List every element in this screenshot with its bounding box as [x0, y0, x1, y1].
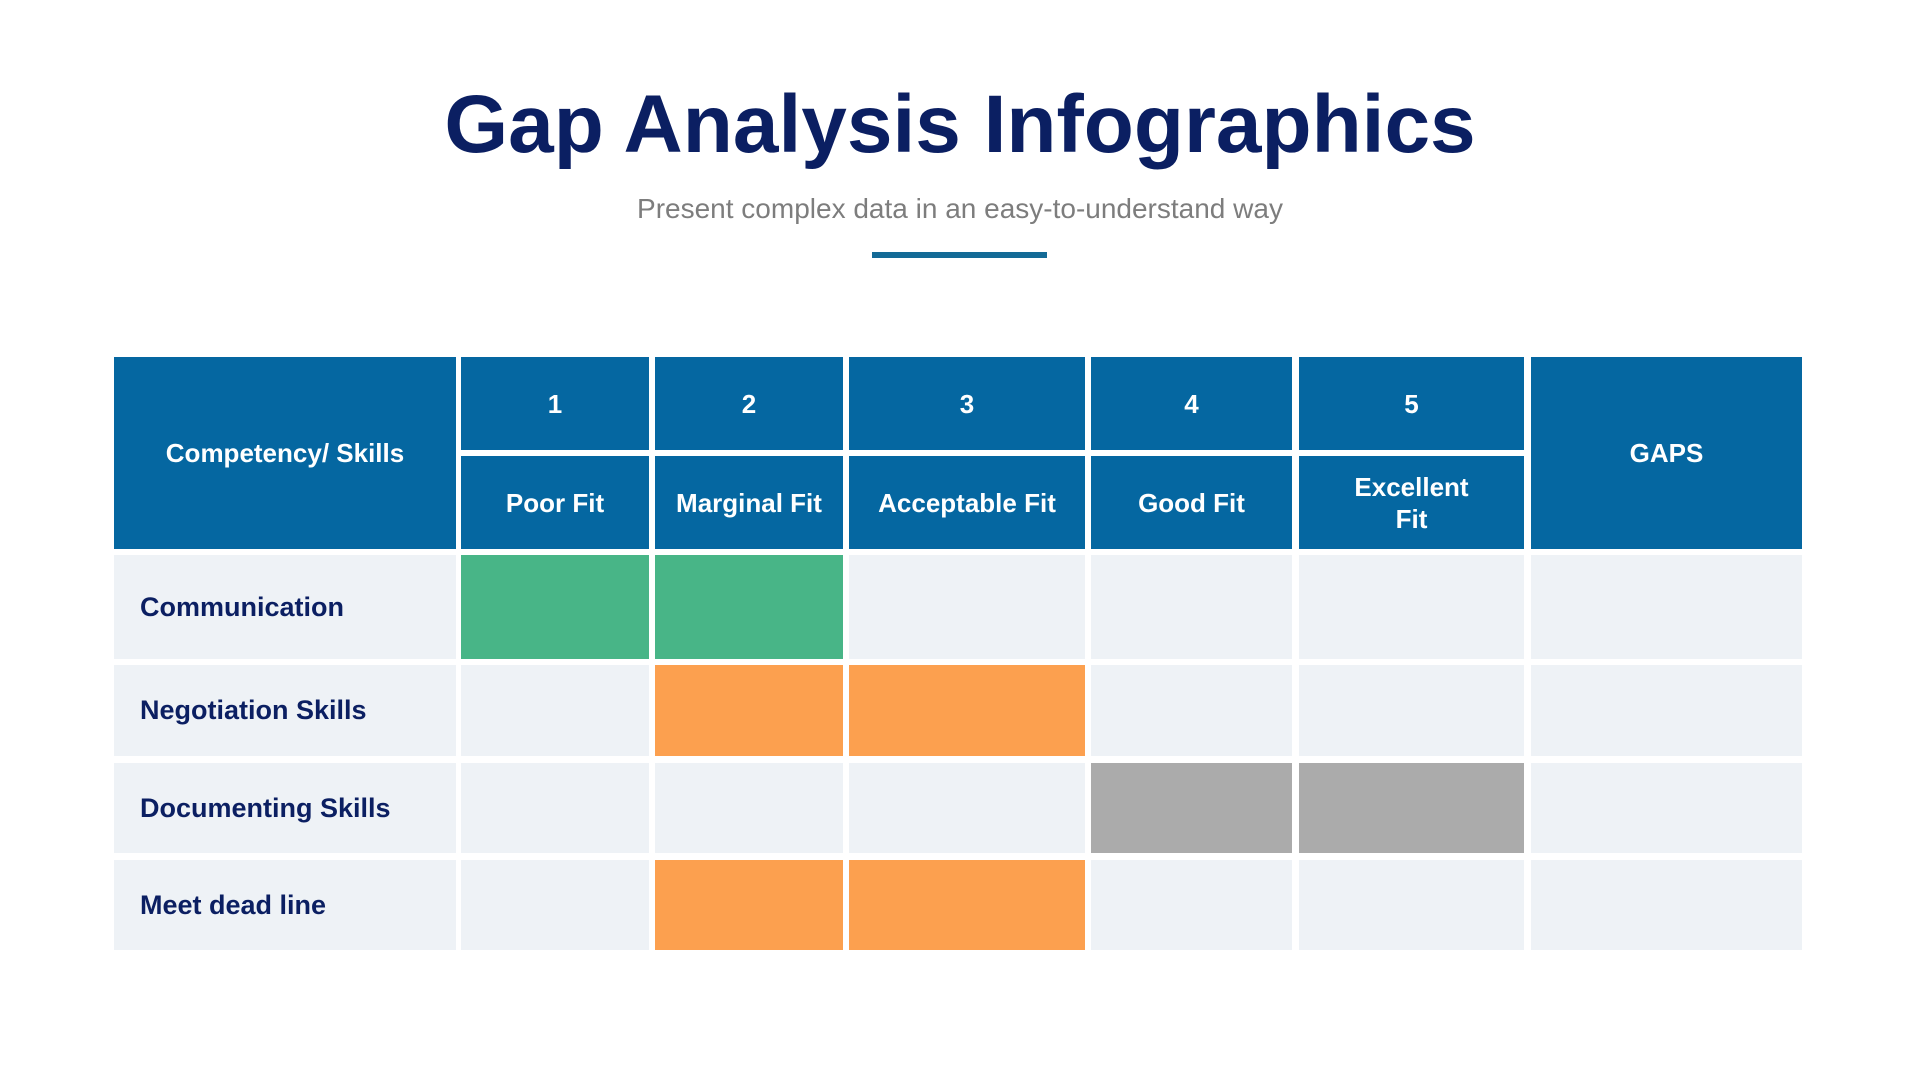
rating-cell-empty — [1091, 860, 1292, 950]
header-competency-skills: Competency/ Skills — [114, 357, 456, 549]
header-level-number: 1 — [461, 357, 649, 450]
gaps-cell — [1531, 555, 1802, 659]
rating-cell-empty — [849, 555, 1085, 659]
rating-cell-filled — [655, 860, 843, 950]
rating-cell-filled — [849, 665, 1085, 756]
header-gaps: GAPS — [1531, 357, 1802, 549]
rating-cell-filled — [655, 665, 843, 756]
rating-cell-empty — [1299, 665, 1524, 756]
rating-cell-empty — [1299, 860, 1524, 950]
rating-cell-empty — [849, 763, 1085, 853]
row-skill-label: Meet dead line — [114, 860, 456, 950]
header-level-number: 2 — [655, 357, 843, 450]
rating-cell-empty — [1091, 665, 1292, 756]
header-level-label: Excellent Fit — [1299, 456, 1524, 549]
rating-cell-filled — [849, 860, 1085, 950]
header-level-label: Marginal Fit — [655, 456, 843, 549]
rating-cell-empty — [461, 665, 649, 756]
title-divider — [872, 252, 1047, 258]
header-level-number: 5 — [1299, 357, 1524, 450]
rating-cell-empty — [1091, 555, 1292, 659]
rating-cell-filled — [655, 555, 843, 659]
header-level-label: Good Fit — [1091, 456, 1292, 549]
rating-cell-empty — [1299, 555, 1524, 659]
page-subtitle: Present complex data in an easy-to-under… — [637, 193, 1283, 224]
header-level-label: Acceptable Fit — [849, 456, 1085, 549]
gaps-cell — [1531, 860, 1802, 950]
rating-cell-filled — [461, 555, 649, 659]
gaps-cell — [1531, 763, 1802, 853]
page-title: Gap Analysis Infographics — [444, 79, 1476, 170]
row-skill-label: Negotiation Skills — [114, 665, 456, 756]
rating-cell-empty — [461, 860, 649, 950]
header-level-label: Poor Fit — [461, 456, 649, 549]
rating-cell-filled — [1091, 763, 1292, 853]
row-skill-label: Communication — [114, 555, 456, 659]
rating-cell-empty — [461, 763, 649, 853]
header-level-number: 3 — [849, 357, 1085, 450]
rating-cell-filled — [1299, 763, 1524, 853]
rating-cell-empty — [655, 763, 843, 853]
header-level-number: 4 — [1091, 357, 1292, 450]
gaps-cell — [1531, 665, 1802, 756]
row-skill-label: Documenting Skills — [114, 763, 456, 853]
